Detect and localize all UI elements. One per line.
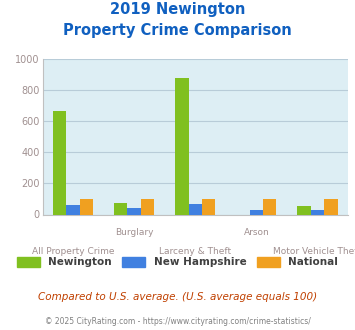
Legend: Newington, New Hampshire, National: Newington, New Hampshire, National	[17, 256, 338, 267]
Bar	[189, 204, 202, 215]
Text: 2019 Newington: 2019 Newington	[110, 2, 245, 16]
Text: Larceny & Theft: Larceny & Theft	[159, 248, 231, 256]
Bar	[324, 199, 338, 214]
Bar	[141, 199, 154, 214]
Bar	[311, 210, 324, 214]
Bar	[66, 205, 80, 214]
Text: Property Crime Comparison: Property Crime Comparison	[63, 23, 292, 38]
Text: Motor Vehicle Theft: Motor Vehicle Theft	[273, 248, 355, 256]
Bar	[263, 199, 277, 214]
Bar	[53, 111, 66, 214]
Text: Arson: Arson	[244, 228, 269, 237]
Text: Compared to U.S. average. (U.S. average equals 100): Compared to U.S. average. (U.S. average …	[38, 292, 317, 302]
Bar	[127, 208, 141, 214]
Bar	[80, 199, 93, 214]
Bar	[114, 203, 127, 214]
Text: Burglary: Burglary	[115, 228, 153, 237]
Text: © 2025 CityRating.com - https://www.cityrating.com/crime-statistics/: © 2025 CityRating.com - https://www.city…	[45, 317, 310, 326]
Bar	[202, 199, 215, 214]
Text: All Property Crime: All Property Crime	[32, 248, 114, 256]
Bar	[297, 206, 311, 214]
Bar	[250, 210, 263, 214]
Bar	[175, 78, 189, 214]
